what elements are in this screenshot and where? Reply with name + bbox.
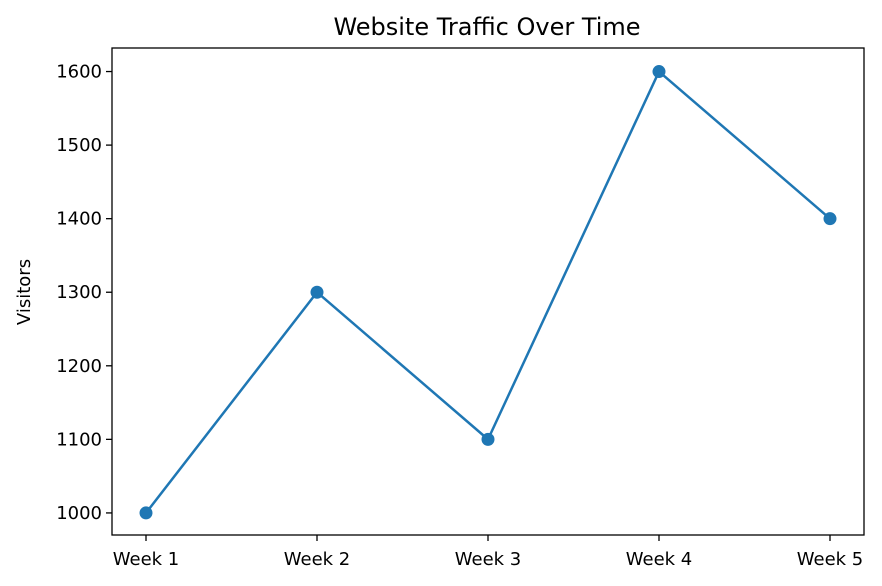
x-tick-label: Week 2 xyxy=(284,549,351,570)
y-tick-label: 1000 xyxy=(56,503,102,524)
plot-area-frame xyxy=(111,47,865,536)
y-tick-label: 1200 xyxy=(56,356,102,377)
data-point xyxy=(652,65,666,79)
y-axis: 1000 1100 1200 1300 1400 1500 1600 xyxy=(56,62,112,524)
x-tick-label: Week 1 xyxy=(113,549,180,570)
x-axis: Week 1 Week 2 Week 3 Week 4 Week 5 xyxy=(113,535,864,570)
x-tick-label: Week 3 xyxy=(455,549,522,570)
x-tick-label: Week 5 xyxy=(797,549,864,570)
y-tick-label: 1100 xyxy=(56,429,102,450)
y-tick-label: 1600 xyxy=(56,62,102,83)
data-point xyxy=(481,432,495,446)
x-tick-label: Week 4 xyxy=(626,549,693,570)
series-line xyxy=(145,70,831,514)
series-layer xyxy=(139,65,837,520)
y-tick-label: 1500 xyxy=(56,135,102,156)
data-point xyxy=(139,506,153,520)
y-tick-label: 1400 xyxy=(56,209,102,230)
data-point xyxy=(310,285,324,299)
y-axis-label: Visitors xyxy=(14,259,35,325)
y-tick-label: 1300 xyxy=(56,282,102,303)
data-point xyxy=(823,212,837,226)
chart-title: Website Traffic Over Time xyxy=(333,13,640,41)
